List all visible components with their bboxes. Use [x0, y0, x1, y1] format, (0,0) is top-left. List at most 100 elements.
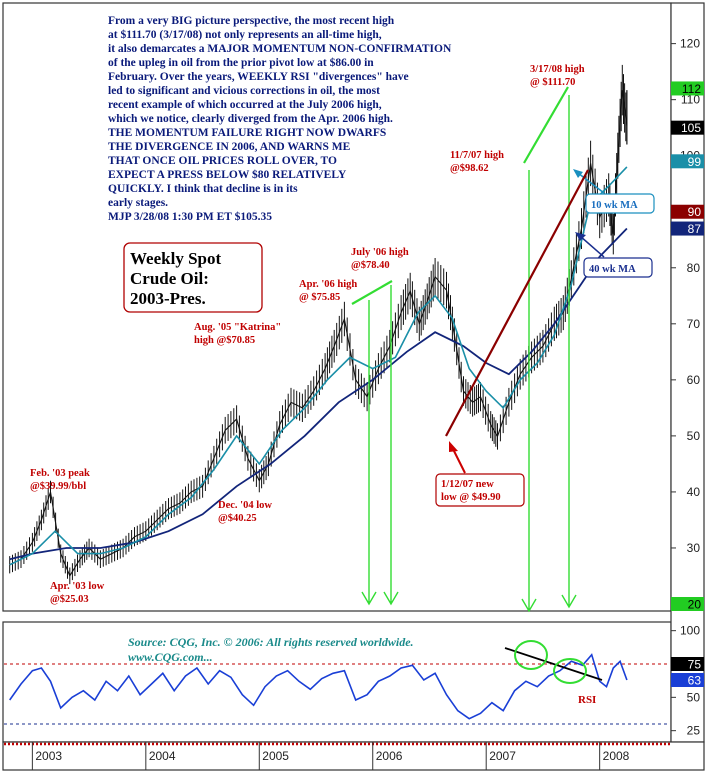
commentary-line: From a very BIG picture perspective, the…: [108, 15, 395, 27]
price-marker-badge: [671, 120, 704, 135]
rsi-label: RSI: [578, 694, 596, 706]
annotation-mar08: 3/17/08 high @ $111.70: [530, 64, 587, 88]
annotation-line: Feb. '03 peak: [30, 468, 90, 479]
price-marker-label: 20: [688, 598, 702, 612]
commentary-line: led to significant and vicious correctio…: [108, 85, 380, 97]
x-tick-label: 2007: [489, 749, 516, 763]
source-credit: Source: CQG, Inc. © 2006: All rights res…: [128, 635, 417, 664]
commentary-line: at $111.70 (3/17/08) not only represents…: [108, 28, 382, 41]
x-tick-label: 2006: [376, 749, 403, 763]
rsi-series-line: [9, 653, 628, 720]
uptrend-line: [445, 169, 589, 437]
annotation-line: 3/17/08 high: [530, 64, 585, 75]
commentary-line: THE DIVERGENCE IN 2006, AND WARNS ME: [108, 141, 351, 153]
commentary-line: it also demarcates a MAJOR MOMENTUM NON-…: [108, 43, 452, 55]
annotation-line: July '06 high: [351, 247, 409, 258]
rsi-tick-label: 100: [680, 624, 700, 638]
price-marker-label: 105: [681, 121, 701, 135]
chart-title-line: Crude Oil:: [130, 269, 209, 288]
price-marker-badge: [671, 597, 704, 611]
chart-title: Weekly Spot Crude Oil: 2003-Pres.: [130, 249, 225, 308]
commentary-line: QUICKLY. I think that decline is in its: [108, 183, 298, 195]
annotation-line: Dec. '04 low: [218, 500, 272, 511]
x-tick-label: 2005: [262, 749, 289, 763]
x-tick-label: 2008: [603, 749, 630, 763]
green-arrow-mar08: [561, 95, 577, 609]
green-arrows: [361, 95, 577, 613]
price-marker-label: 87: [688, 222, 702, 236]
rsi-marker-label: 63: [688, 674, 702, 688]
ma40-label-box: [583, 257, 653, 278]
x-tick-label: 2004: [149, 749, 176, 763]
source-line: Source: CQG, Inc. © 2006: All rights res…: [128, 635, 414, 649]
price-marker-badge: [671, 204, 704, 219]
ma40-label: 40 wk MA: [589, 264, 636, 275]
annotation-line: @$78.40: [351, 260, 390, 271]
time-panel: [2, 741, 705, 771]
annotation-dec04: Dec. '04 low @$40.25: [218, 500, 275, 524]
source-line: www.CQG.com...: [128, 650, 213, 664]
annotation-line: 1/12/07 new: [441, 479, 494, 490]
ma10-label-pointer: [577, 172, 605, 194]
ma40-label-pointer: [579, 235, 605, 258]
rsi-circle-nov07: [514, 640, 548, 670]
high-line-2008: [523, 86, 569, 164]
price-marker-label: 112: [682, 82, 701, 96]
annotation-line: high @$70.85: [194, 335, 255, 346]
price-tick-label: 40: [687, 485, 701, 499]
annotation-line: low @ $49.90: [441, 492, 501, 503]
price-marker-badge: [671, 81, 704, 96]
price-tick-label: 110: [681, 93, 700, 107]
ma40-label-arrowhead: [575, 232, 586, 241]
chart-title-line: Weekly Spot: [130, 249, 221, 268]
annotation-apr06: Apr. '06 high @ $75.85: [299, 279, 360, 303]
arrow-jan07-head: [449, 441, 458, 452]
annotation-line: @ $111.70: [530, 77, 575, 88]
green-arrow-jul06: [383, 285, 399, 606]
green-arrow-apr06: [361, 300, 377, 606]
commentary-text: From a very BIG picture perspective, the…: [108, 15, 454, 223]
price-tick-label: 120: [680, 37, 700, 51]
annotation-line: @$25.03: [50, 594, 89, 605]
annotation-line: Apr. '06 high: [299, 279, 357, 290]
rsi-marker-label: 75: [688, 658, 702, 672]
x-tick-label: 2003: [35, 749, 62, 763]
rsi-tick-label: 25: [687, 724, 701, 738]
annotation-line: @ $75.85: [299, 292, 340, 303]
price-panel: [2, 2, 672, 612]
commentary-line: MJP 3/28/08 1:30 PM ET $105.35: [108, 210, 272, 223]
ma40-series-line: [9, 227, 628, 561]
annotation-jan07-box: [435, 473, 525, 507]
price-tick-label: 50: [687, 429, 701, 443]
price-tick-label: 30: [687, 541, 701, 555]
annotation-nov07: 11/7/07 high @$98.62: [450, 150, 507, 174]
price-marker-label: 99: [688, 155, 702, 169]
annotation-jul06: July '06 high @$78.40: [351, 247, 411, 271]
price-marker-badge: [671, 221, 704, 236]
price-tick-label: 70: [687, 317, 701, 331]
commentary-line: of the upleg in oil from the prior pivot…: [108, 56, 374, 69]
annotation-feb03: Feb. '03 peak @$39.99/bbl: [30, 468, 92, 492]
annotation-line: Aug. '05 "Katrina": [194, 322, 281, 333]
annotation-line: 11/7/07 high: [450, 150, 504, 161]
commentary-line: early stages.: [108, 197, 168, 209]
chart-title-line: 2003-Pres.: [130, 289, 206, 308]
commentary-line: recent example of which occurred at the …: [108, 99, 382, 111]
annotation-aug05: Aug. '05 "Katrina" high @$70.85: [194, 322, 284, 346]
commentary-line: THE MOMENTUM FAILURE RIGHT NOW DWARFS: [108, 127, 386, 139]
ma10-label: 10 wk MA: [591, 200, 638, 211]
annotation-line: Apr. '03 low: [50, 581, 105, 592]
chart-title-box: [123, 242, 263, 313]
price-marker-label: 90: [688, 205, 702, 219]
annotation-line: @$98.62: [450, 163, 489, 174]
annotation-line: @$39.99/bbl: [30, 481, 86, 492]
rsi-circle-mar08: [553, 658, 587, 684]
price-tick-label: 80: [687, 261, 701, 275]
commentary-line: February. Over the years, WEEKLY RSI "di…: [108, 71, 409, 83]
rsi-tick-label: 50: [687, 690, 701, 704]
commentary-line: EXPECT A PRESS BELOW $80 RELATIVELY: [108, 168, 347, 181]
annotation-jan07: 1/12/07 new low @ $49.90: [441, 479, 501, 503]
price-marker-badge: [671, 154, 704, 169]
